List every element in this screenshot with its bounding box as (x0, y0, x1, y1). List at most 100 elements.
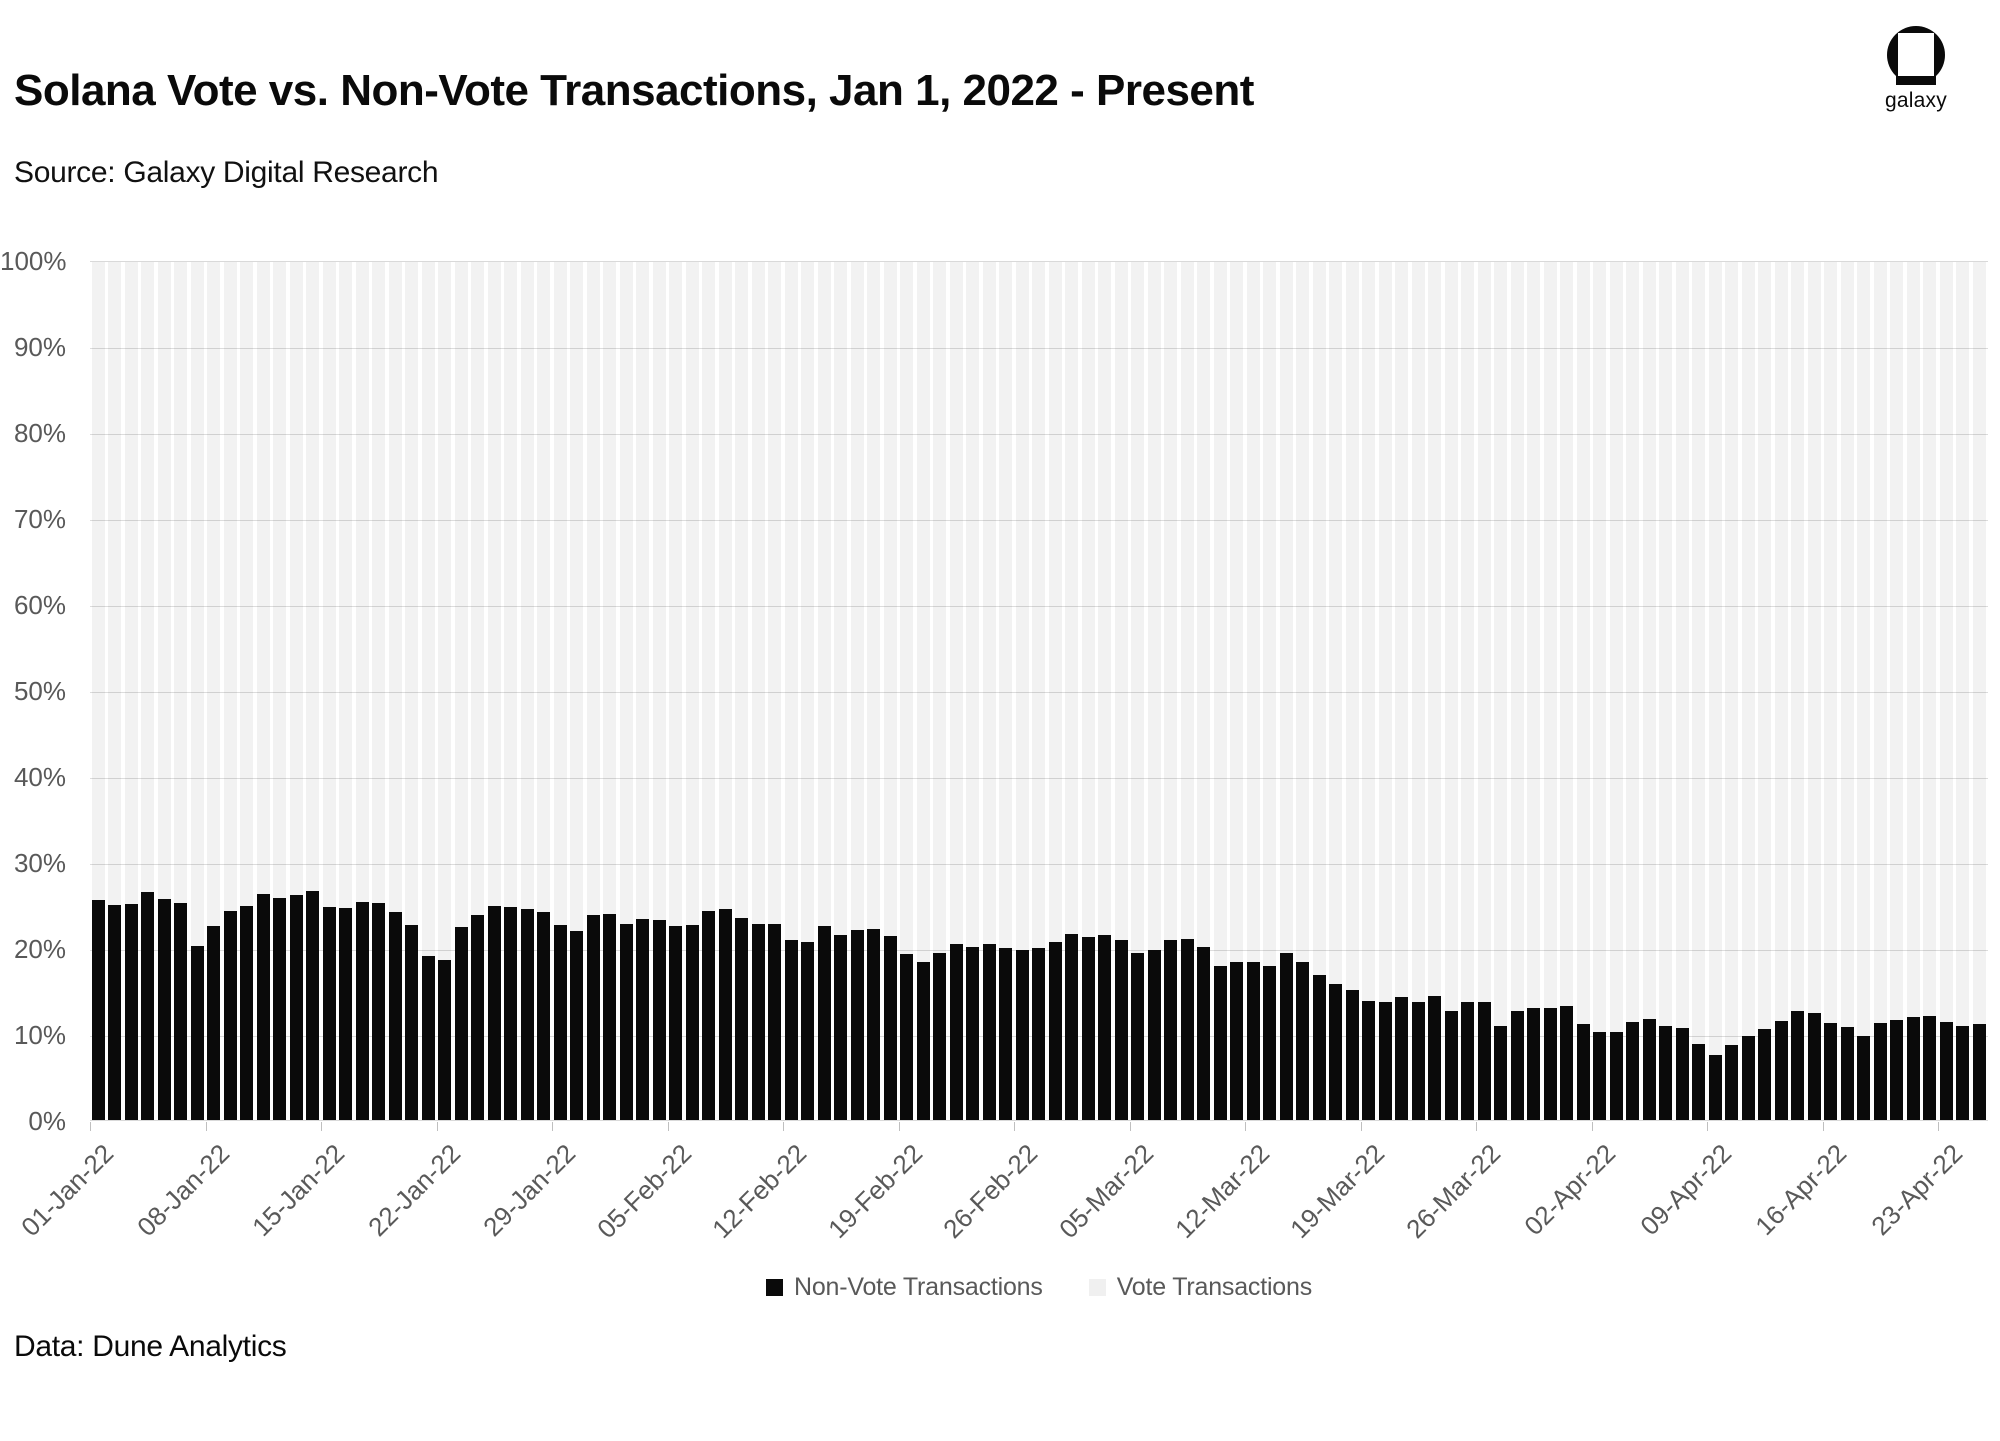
nonvote-bar-segment (223, 910, 237, 1120)
y-axis: 0% 10% 20% 30% 40% 50% 60% 70% 80% 90% 100% (0, 0, 67, 1441)
vote-bar-segment (1296, 262, 1310, 963)
bar-column (1493, 262, 1510, 1120)
vote-bar-segment (1147, 262, 1161, 951)
vote-bar-segment (454, 262, 468, 927)
x-axis-tick (436, 1122, 438, 1131)
nonvote-bar-segment (157, 899, 171, 1120)
nonvote-bar-segment (702, 910, 716, 1120)
bar-column (1971, 262, 1988, 1120)
vote-bar-segment (1972, 262, 1986, 1024)
nonvote-bar-segment (1626, 1022, 1640, 1120)
vote-bar-segment (867, 262, 881, 929)
vote-bar-segment (636, 262, 650, 920)
bar-column (1163, 262, 1180, 1120)
nonvote-bar-segment (900, 954, 914, 1120)
nonvote-bar-segment (124, 903, 138, 1120)
bar-column (1130, 262, 1147, 1120)
nonvote-bar-segment (355, 902, 369, 1120)
nonvote-bar-segment (1890, 1020, 1904, 1120)
nonvote-bar-segment (1329, 983, 1343, 1120)
nonvote-bar-segment (850, 929, 864, 1120)
vote-bar-segment (273, 262, 287, 898)
y-axis-label: 70% (13, 504, 66, 534)
nonvote-bar-segment (289, 895, 303, 1120)
bar-column (1724, 262, 1741, 1120)
nonvote-bar-segment (1411, 1001, 1425, 1120)
nonvote-bar-segment (405, 925, 419, 1120)
nonvote-bar-segment (1246, 962, 1260, 1120)
nonvote-bar-segment (1114, 939, 1128, 1120)
bar-column (651, 262, 668, 1120)
bar-column (354, 262, 371, 1120)
nonvote-bar-segment (916, 962, 930, 1120)
bar-column (1179, 262, 1196, 1120)
vote-bar-segment (1659, 262, 1673, 1026)
nonvote-bar-segment (1164, 939, 1178, 1120)
nonvote-bar-segment (141, 891, 155, 1120)
bar-column (717, 262, 734, 1120)
nonvote-bar-segment (1362, 1000, 1376, 1120)
nonvote-bar-segment (883, 935, 897, 1120)
vote-bar-segment (207, 262, 221, 927)
bar-column (1839, 262, 1856, 1120)
bar-column (536, 262, 553, 1120)
x-axis-tick (1591, 1122, 1593, 1131)
nonvote-bar-segment (1923, 1016, 1937, 1120)
nonvote-bar-segment (1774, 1021, 1788, 1120)
bar-column (1080, 262, 1097, 1120)
nonvote-bar-segment (454, 926, 468, 1120)
bar-column (1344, 262, 1361, 1120)
bar-column (1394, 262, 1411, 1120)
nonvote-bar-segment (1510, 1011, 1524, 1120)
bar-column (585, 262, 602, 1120)
nonvote-bar-segment (1477, 1001, 1491, 1120)
vote-bar-segment (1444, 262, 1458, 1012)
vote-bar-segment (1774, 262, 1788, 1022)
vote-bar-segment (157, 262, 171, 900)
bar-column (272, 262, 289, 1120)
bar-column (1245, 262, 1262, 1120)
vote-bar-segment (1263, 262, 1277, 966)
vote-bar-segment (306, 262, 320, 891)
vote-bar-segment (1494, 262, 1508, 1027)
bar-column (1823, 262, 1840, 1120)
vote-bar-segment (1890, 262, 1904, 1021)
bar-column (618, 262, 635, 1120)
nonvote-bar-segment (1939, 1022, 1953, 1120)
bar-column (1889, 262, 1906, 1120)
nonvote-bar-segment (817, 926, 831, 1120)
bar-column (90, 262, 107, 1120)
vote-bar-segment (1708, 262, 1722, 1055)
bar-column (1047, 262, 1064, 1120)
vote-bar-segment (223, 262, 237, 911)
vote-bar-segment (1692, 262, 1706, 1044)
bars-container (90, 262, 1988, 1120)
bar-column (387, 262, 404, 1120)
vote-bar-segment (933, 262, 947, 953)
nonvote-bar-segment (421, 956, 435, 1120)
bar-column (288, 262, 305, 1120)
bar-column (1460, 262, 1477, 1120)
nonvote-bar-segment (586, 914, 600, 1120)
bar-column (1113, 262, 1130, 1120)
bar-column (1625, 262, 1642, 1120)
y-axis-label: 40% (13, 762, 66, 792)
y-axis-label: 10% (13, 1020, 66, 1050)
vote-bar-segment (784, 262, 798, 940)
source-line: Source: Galaxy Digital Research (14, 156, 439, 189)
nonvote-bar-segment (1131, 952, 1145, 1120)
vote-bar-segment (1131, 262, 1145, 953)
bar-column (1146, 262, 1163, 1120)
vote-bar-segment (1395, 262, 1409, 998)
bar-column (668, 262, 685, 1120)
nonvote-bar-segment (1758, 1029, 1772, 1120)
vote-swatch-icon (1088, 1278, 1106, 1296)
bar-column (437, 262, 454, 1120)
bar-column (222, 262, 239, 1120)
nonvote-bar-segment (240, 906, 254, 1120)
bar-column (338, 262, 355, 1120)
bar-column (206, 262, 223, 1120)
galaxy-logo: galaxy (1876, 26, 1956, 113)
bar-column (1031, 262, 1048, 1120)
vote-bar-segment (1411, 262, 1425, 1002)
